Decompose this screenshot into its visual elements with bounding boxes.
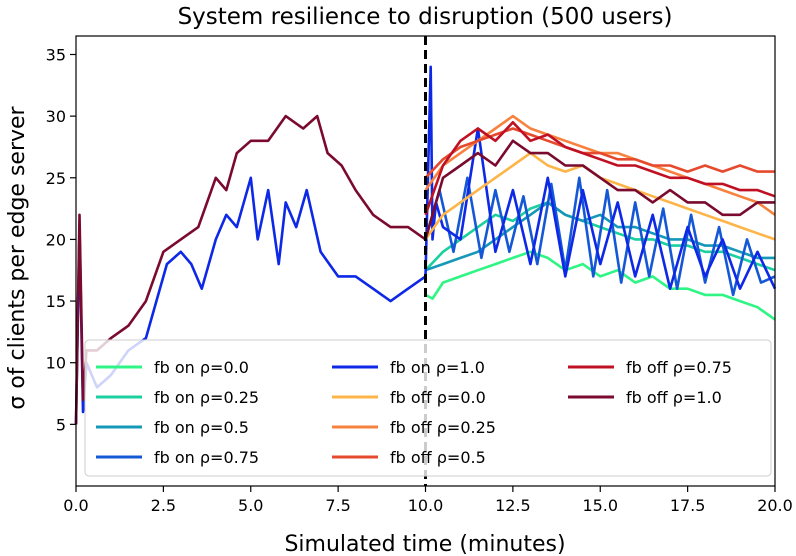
legend: fb on ρ=0.0 fb on ρ=0.25 fb on ρ=0.5 fb on … (84, 339, 772, 477)
y-tick-label: 25 (46, 169, 66, 188)
x-tick-label: 5.0 (238, 496, 263, 515)
legend-entry-label: fb on ρ=0.25 (154, 388, 259, 407)
legend-entry-label: fb off ρ=0.25 (390, 418, 496, 437)
y-tick-label: 20 (46, 230, 66, 249)
x-axis-label: Simulated time (minutes) (284, 532, 565, 556)
x-tick-label: 15.0 (582, 496, 618, 515)
x-tick-label: 7.5 (325, 496, 350, 515)
legend-entry-label: fb off ρ=0.75 (626, 358, 732, 377)
legend-entry-label: fb off ρ=0.5 (390, 448, 486, 467)
series-line-3 (424, 176, 776, 297)
y-tick-label: 30 (46, 107, 66, 126)
series-line-9 (74, 114, 775, 425)
y-tick-label: 15 (46, 292, 66, 311)
legend-entry-label: fb on ρ=0.75 (154, 448, 259, 467)
series-line-7 (424, 127, 775, 179)
x-tick-label: 20.0 (757, 496, 793, 515)
x-tick-label: 12.5 (495, 496, 531, 515)
y-axis: 5 10 15 20 25 30 35 (46, 45, 76, 434)
legend-entry-label: fb off ρ=1.0 (626, 388, 722, 407)
y-tick-label: 35 (46, 45, 66, 64)
series-line-4 (74, 65, 777, 425)
series-line-8 (424, 121, 776, 216)
plot-lines (74, 65, 777, 425)
legend-entry-label: fb on ρ=1.0 (390, 358, 485, 377)
legend-entry-label: fb on ρ=0.5 (154, 418, 249, 437)
legend-entry-label: fb on ρ=0.0 (154, 358, 249, 377)
x-axis: 0.0 2.5 5.0 7.5 10.0 12.5 15.0 17.5 20.0 (63, 486, 793, 515)
y-tick-label: 10 (46, 354, 66, 373)
x-tick-label: 10.0 (408, 496, 444, 515)
x-tick-label: 2.5 (151, 496, 176, 515)
x-tick-label: 0.0 (63, 496, 88, 515)
x-tick-label: 17.5 (670, 496, 706, 515)
legend-entry-label: fb off ρ=0.0 (390, 388, 486, 407)
y-tick-label: 5 (56, 415, 66, 434)
legend-box (84, 339, 772, 477)
y-axis-label: σ of clients per edge server (5, 105, 30, 409)
chart-title: System resilience to disruption (500 use… (178, 4, 673, 30)
